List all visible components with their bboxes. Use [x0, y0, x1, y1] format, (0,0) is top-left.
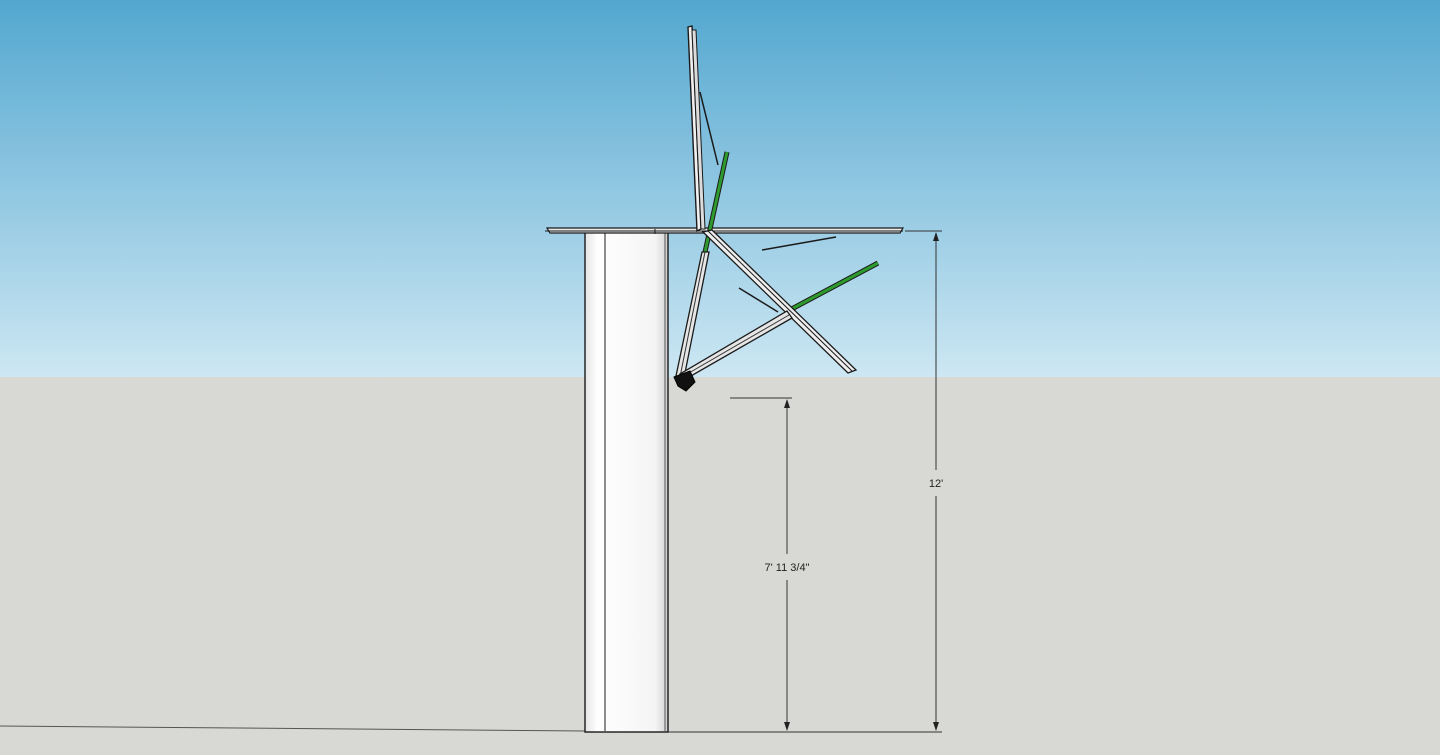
upright-panel[interactable]	[687, 25, 719, 233]
top-plate[interactable]	[545, 227, 905, 234]
dimension-overall-height[interactable]: 12'	[668, 230, 943, 733]
diagonal-arm-right[interactable]	[701, 229, 858, 374]
support-post[interactable]	[584, 230, 669, 733]
ground-plane	[0, 377, 1440, 755]
dimension-label-clearance: 7' 11 3/4"	[765, 562, 810, 574]
pivot-hinge[interactable]	[673, 370, 696, 392]
dimension-label-overall: 12'	[929, 478, 943, 490]
thin-rod-middle	[738, 287, 779, 313]
green-brace-lower[interactable]	[784, 260, 880, 315]
thin-rod-top	[761, 236, 837, 251]
dimension-clearance-height[interactable]: 7' 11 3/4"	[730, 397, 810, 731]
ground-axis-line	[0, 725, 586, 732]
